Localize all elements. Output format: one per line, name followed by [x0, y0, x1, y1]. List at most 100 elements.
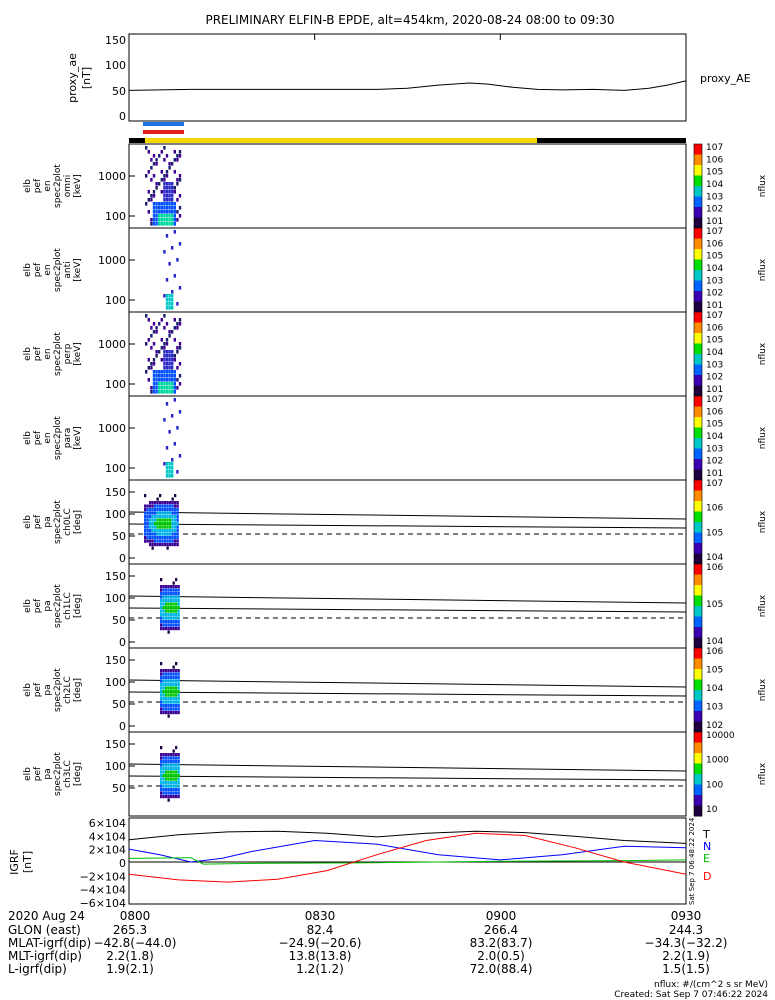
spectrogram-pixel: [160, 374, 163, 378]
spectrogram-pixel: [166, 522, 169, 526]
colorbar-segment: [694, 151, 702, 155]
spectrogram-pixel: [163, 418, 166, 422]
eph-c2-mlt: 13.8(13.8): [289, 949, 352, 963]
colorbar-segment: [694, 434, 702, 439]
colorbar-segment: [694, 462, 702, 467]
colorbar-tick-label: 104: [706, 637, 723, 647]
colorbar-segment: [694, 777, 702, 782]
spectrogram-pixel: [177, 711, 180, 715]
spectrogram-pixel: [178, 194, 182, 198]
spectrogram-pixel: [173, 390, 176, 394]
colorbar-tick-label: 101: [706, 217, 723, 227]
spectrogram-pixel: [173, 206, 176, 210]
panel-ylabel-line: en: [43, 432, 53, 443]
colorbar-segment: [694, 455, 702, 460]
spectrogram-pixel: [172, 763, 175, 767]
spectrogram-pixel: [174, 518, 177, 522]
spectrogram-pixel: [152, 378, 156, 382]
spectrogram-pixel: [166, 508, 169, 512]
panel-ylabel-line: pa: [43, 516, 53, 527]
colorbar-tick-label: 105: [706, 252, 723, 262]
colorbar-segment: [694, 501, 702, 505]
spectrogram-pixel: [162, 697, 165, 701]
eph-c3-mlt: 2.0(0.5): [477, 949, 525, 963]
panel-ylabel-line: elb: [23, 683, 33, 697]
colorbar-segment: [694, 175, 702, 180]
spectrogram-pixel: [145, 342, 148, 346]
spectrogram-pixel: [175, 686, 178, 690]
spectrogram-pixel: [173, 214, 176, 218]
colorbar-segment: [694, 753, 702, 757]
spectrogram-pixel: [177, 784, 180, 788]
spectrogram-pixel: [161, 508, 164, 512]
spectrogram-pixel: [152, 362, 156, 366]
spectrogram-pixel: [161, 522, 164, 526]
spectrogram-pixel: [160, 753, 163, 757]
spectrogram-pixel: [165, 342, 169, 346]
panel-ylabel-line: anti: [63, 261, 73, 278]
spectrogram-pixel: [165, 214, 169, 218]
spectrogram-panel-en-omni: 1000 100 elb pef en spec2plot omni [keV] 107 106 1…: [23, 143, 768, 229]
colorbar-tick-label: 103: [706, 444, 723, 454]
proxy-ae-ytick-150: 150: [105, 34, 126, 47]
igrf-ytick-label: 2×104: [89, 844, 126, 857]
colorbar-segment: [694, 543, 702, 547]
spectrogram-pixel: [154, 518, 157, 522]
colorbar-segment: [694, 707, 702, 712]
eph-label-l: L-igrf(dip): [8, 962, 67, 976]
spectrogram-pixel: [169, 508, 172, 512]
spectrogram-pixel: [160, 338, 163, 342]
colorbar-tick-label: 105: [706, 600, 723, 610]
spectrogram-pixel: [162, 588, 165, 592]
spectrogram-pixel: [165, 474, 169, 478]
spectrogram-pixel: [168, 374, 171, 378]
spectrogram-pixel: [160, 679, 163, 683]
colorbar-segment: [694, 259, 702, 264]
spectrogram-pixel: [172, 599, 175, 603]
spectrogram-pixel: [152, 358, 156, 362]
spectrogram-pixel: [165, 753, 168, 757]
spectrogram-pixel: [151, 532, 154, 536]
spectrogram-pixel: [162, 669, 165, 673]
spectrogram-pixel: [175, 707, 178, 711]
spectrogram-pixel: [165, 756, 168, 760]
spectrogram-pixel: [165, 788, 168, 792]
spectrogram-pixel: [159, 504, 162, 508]
spectrogram-pixel: [178, 382, 182, 386]
panel-ylabel-line: para: [63, 428, 73, 448]
proxy-ae-ytick-100: 100: [105, 59, 126, 72]
spectrogram-pixel: [152, 206, 156, 210]
colorbar-segment: [694, 798, 702, 803]
ytick-label: 150: [105, 654, 126, 667]
spectrogram-pixel: [163, 350, 166, 354]
spectrogram-pixel: [170, 690, 173, 694]
colorbar-tick-label: 104: [706, 180, 723, 190]
colorbar-segment: [694, 483, 702, 488]
spectrogram-pixel: [175, 620, 178, 624]
spectrogram-pixel: [178, 214, 182, 218]
spectrogram-pixel: [165, 374, 169, 378]
spectrogram-pixel: [167, 711, 170, 715]
spectrogram-pixel: [164, 508, 167, 512]
colorbar-segment: [694, 532, 702, 537]
spectrogram-pixel: [172, 767, 175, 771]
colorbar-segment: [694, 382, 702, 386]
colorbar-tick-label: 101: [706, 301, 723, 311]
spectrogram-panel-en-perp: 1000 100 elb pef en spec2plot perp [keV] 107 106 1…: [23, 311, 768, 397]
spectrogram-pixel: [177, 616, 180, 620]
spectrogram-pixel: [176, 525, 179, 529]
colorbar-segment: [694, 595, 702, 600]
eph-c3-glon: 266.4: [484, 923, 518, 937]
colorbar-segment: [694, 669, 702, 673]
spectrogram-pixel: [172, 627, 175, 631]
panel-ylabel-line: ch1LC: [63, 592, 73, 620]
spectrogram-pixel: [160, 686, 163, 690]
colorbar-segment: [694, 144, 702, 148]
spectrogram-pixel: [165, 767, 168, 771]
spectrogram-pixel: [175, 672, 178, 676]
spectrogram-pixel: [171, 186, 174, 190]
spectrogram-pixel: [144, 494, 147, 498]
spectrogram-pixel: [165, 676, 168, 680]
spectrogram-pixel: [165, 686, 168, 690]
